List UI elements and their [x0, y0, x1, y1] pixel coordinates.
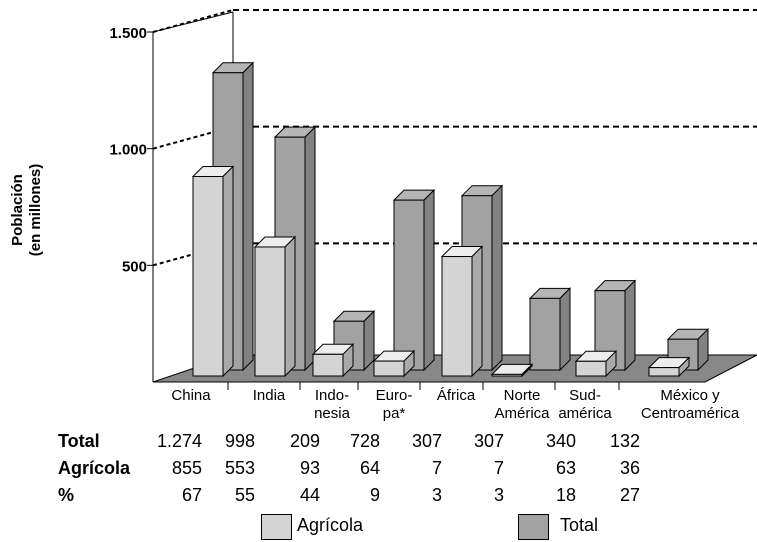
x-tick-label-line: América — [494, 405, 550, 422]
x-tick-label-line: África — [437, 387, 476, 404]
table-cell: 9 — [369, 485, 380, 505]
legend-label-total: Total — [560, 515, 599, 535]
x-tick-label: Euro-pa* — [376, 387, 413, 422]
bar-total-3-front — [393, 199, 425, 371]
legend-swatch-total — [518, 514, 549, 540]
table-cell: 1.274 — [156, 431, 202, 451]
table-cell: 27 — [619, 485, 640, 505]
bar-total-5-front — [529, 297, 561, 371]
bar-agricola-5-front — [491, 373, 523, 377]
table-cell: 132 — [609, 431, 640, 451]
bar-agricola-7-front — [648, 367, 680, 377]
table-row-label: Total — [58, 431, 100, 451]
bar-agricola-1-front — [254, 246, 286, 377]
table-cell: 36 — [619, 458, 640, 478]
chart-labels: 500 1.000 1.500 Población(en millones) China… — [9, 25, 740, 422]
y-tick-label: 500 — [122, 258, 147, 275]
bar-agricola-6 — [574, 350, 618, 378]
bar-total-1-side — [304, 125, 316, 372]
x-tick-label-line: Indo- — [315, 387, 349, 404]
x-tick-label: Norte América — [494, 387, 550, 422]
bar-agricola-0 — [191, 165, 235, 378]
table-cell: 3 — [493, 485, 504, 505]
y-axis-label-line: (en millones) — [27, 164, 44, 257]
table-cell: 553 — [224, 458, 255, 478]
x-tick-label-line: Sud- — [569, 387, 601, 404]
x-tick-label-line: China — [171, 387, 211, 404]
bar-agricola-3 — [372, 349, 416, 378]
y-axis-label: Población(en millones) — [9, 164, 44, 257]
bar-agricola-6-front — [575, 360, 607, 377]
bar-agricola-4-front — [441, 256, 473, 377]
y-tick-label: 1.500 — [109, 25, 147, 42]
x-tick-label-line: américa — [558, 405, 612, 422]
table-cell: 67 — [181, 485, 202, 505]
bar-agricola-7 — [647, 356, 691, 378]
x-tick-label: México y Centroamérica — [641, 387, 740, 422]
bar-agricola-1 — [253, 235, 297, 378]
table-cell: 728 — [349, 431, 380, 451]
x-tick-label-line: Centroamérica — [641, 405, 740, 422]
x-tick-label: India — [253, 387, 286, 404]
legend-label-agricola: Agrícola — [297, 515, 364, 535]
bar-total-5 — [528, 287, 572, 372]
table-cell: 307 — [473, 431, 504, 451]
bar-agricola-0-front — [192, 176, 224, 377]
x-tick-label: África — [437, 387, 476, 404]
bar-total-0-side — [242, 61, 254, 372]
table-cell: 7 — [431, 458, 442, 478]
table-row-label: Agrícola — [58, 458, 131, 478]
x-tick-label-line: pa* — [383, 405, 406, 422]
bar-total-3 — [392, 188, 436, 372]
bar-total-4-side — [491, 184, 503, 372]
x-tick-label-line: Norte — [504, 387, 541, 404]
y-tick-label: 1.000 — [109, 142, 147, 159]
gridline-left-2 — [152, 9, 234, 33]
bar-agricola-1-side — [284, 235, 296, 378]
table-cell: 3 — [431, 485, 442, 505]
table-cell: 64 — [359, 458, 380, 478]
x-tick-label: Indo-nesia — [314, 387, 351, 422]
bar-total-3-side — [423, 188, 435, 372]
bar-total-2-side — [363, 310, 375, 372]
left-wall-top-edge — [152, 11, 234, 33]
x-tick-label-line: nesia — [314, 405, 351, 422]
table-cell: 307 — [411, 431, 442, 451]
bar-agricola-5 — [490, 363, 534, 378]
table-cell: 44 — [299, 485, 320, 505]
table-cell: 18 — [555, 485, 576, 505]
table-cell: 7 — [493, 458, 504, 478]
table-cell: 209 — [289, 431, 320, 451]
x-tick-label-line: México y — [660, 387, 720, 404]
bar-agricola-4-side — [471, 245, 483, 378]
bar-agricola-3-front — [373, 360, 405, 377]
bar-agricola-4 — [440, 245, 484, 378]
bar-total-6-side — [624, 279, 636, 372]
bar-total-5-side — [559, 287, 571, 372]
chart-bars — [191, 61, 710, 378]
table-cell: 93 — [299, 458, 320, 478]
table-cell: 998 — [224, 431, 255, 451]
table-row-label: % — [58, 485, 75, 505]
x-tick-label: China — [171, 387, 211, 404]
bar-agricola-2 — [311, 343, 355, 378]
bar-agricola-2-front — [312, 353, 344, 377]
table-cell: 55 — [234, 485, 255, 505]
x-tick-label-line: India — [253, 387, 286, 404]
legend-swatch-agricola — [261, 514, 292, 540]
y-axis-label-line: Población — [9, 174, 26, 246]
bar-agricola-0-side — [222, 165, 234, 378]
table-cell: 340 — [545, 431, 576, 451]
table-cell: 63 — [555, 458, 576, 478]
x-tick-label-line: Euro- — [376, 387, 413, 404]
x-tick-label: Sud-américa — [558, 387, 612, 422]
table-cell: 855 — [171, 458, 202, 478]
